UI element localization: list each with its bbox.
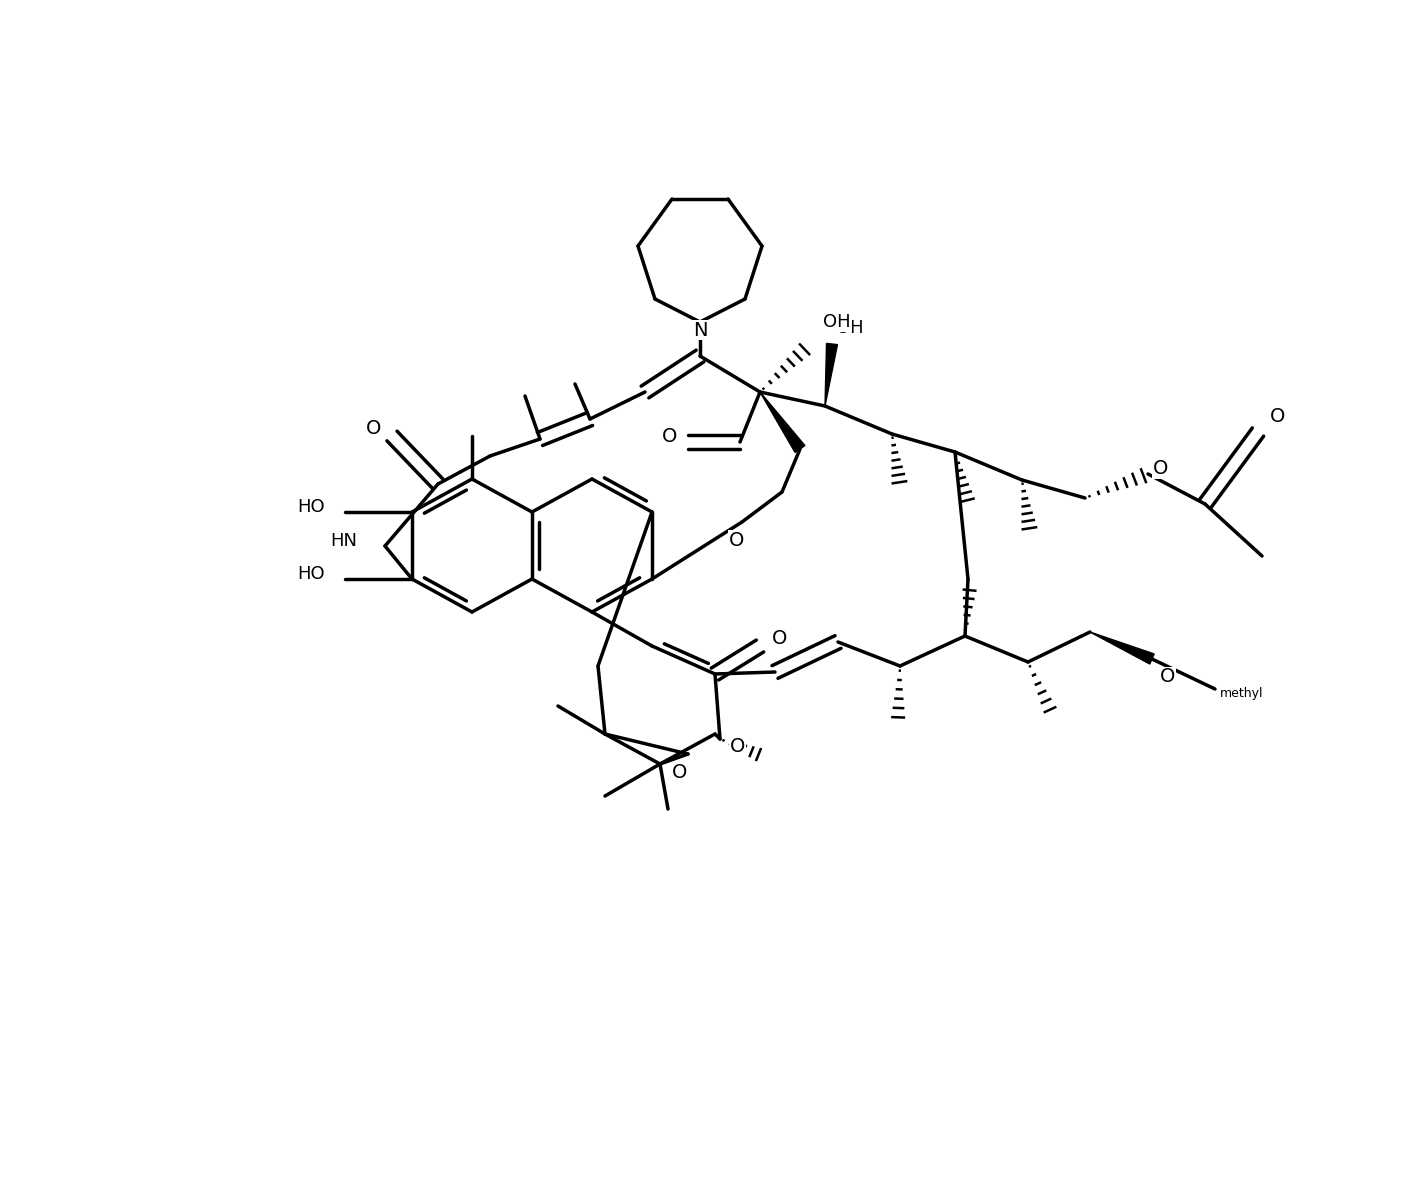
- Polygon shape: [760, 393, 805, 453]
- Text: OH: OH: [823, 313, 850, 331]
- Text: O: O: [730, 737, 746, 755]
- Text: methyl: methyl: [1220, 687, 1263, 701]
- Text: HO: HO: [298, 565, 324, 583]
- Text: O: O: [663, 427, 678, 447]
- Polygon shape: [1090, 632, 1155, 665]
- Text: O: O: [673, 762, 688, 781]
- Text: O: O: [1153, 460, 1169, 478]
- Text: N: N: [692, 320, 708, 340]
- Text: HO: HO: [298, 498, 324, 517]
- Text: HN: HN: [330, 532, 357, 550]
- Text: OH: OH: [836, 319, 863, 337]
- Text: O: O: [1160, 667, 1176, 686]
- Text: O: O: [729, 531, 744, 549]
- Text: O: O: [773, 628, 787, 648]
- Polygon shape: [825, 343, 838, 406]
- Text: O: O: [367, 419, 382, 437]
- Text: O: O: [1270, 407, 1286, 426]
